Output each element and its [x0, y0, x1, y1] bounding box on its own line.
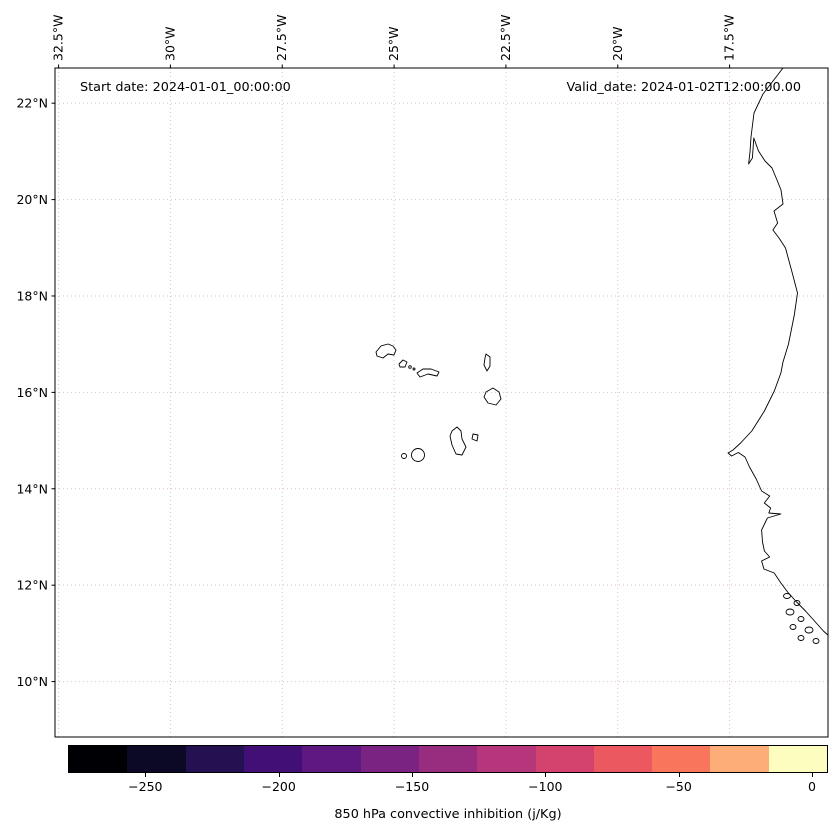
island	[797, 616, 805, 622]
island	[789, 624, 797, 630]
island-maio	[471, 433, 479, 442]
lat-tick-label: 14°N	[16, 481, 48, 496]
cape-verde-islands	[375, 343, 502, 462]
island-santa-luzia	[408, 365, 412, 369]
colorbar-segment	[593, 746, 653, 772]
colorbar-segment	[535, 746, 594, 772]
island	[783, 593, 791, 599]
colorbar	[68, 745, 828, 773]
colorbar-segment	[185, 746, 244, 772]
lon-tick-label: 17.5°W	[722, 15, 737, 61]
island	[804, 626, 814, 634]
bijagos-islands	[783, 593, 820, 644]
island-sal	[483, 353, 491, 372]
coastlines	[375, 68, 828, 644]
lon-tick-label: 32.5°W	[51, 15, 66, 61]
lat-tick-label: 16°N	[16, 385, 48, 400]
colorbar-segment	[652, 746, 711, 772]
lon-tick-label: 25°W	[386, 26, 401, 61]
island	[797, 635, 805, 641]
gridlines	[55, 68, 828, 737]
west-africa-coastline	[727, 68, 828, 636]
colorbar-segment	[477, 746, 536, 772]
colorbar-segment	[360, 746, 419, 772]
lon-tick-label: 27.5°W	[274, 15, 289, 61]
lat-tick-label: 12°N	[16, 578, 48, 593]
lat-tick-label: 22°N	[16, 96, 48, 111]
colorbar-segment	[69, 746, 128, 772]
valid-date-label: Valid_date: 2024-01-02T12:00:00.00	[566, 80, 801, 95]
colorbar-segment	[418, 746, 478, 772]
colorbar-label: 850 hPa convective inhibition (j/Kg)	[334, 807, 562, 822]
island-fogo	[411, 448, 425, 462]
colorbar-segment	[243, 746, 303, 772]
island	[793, 600, 801, 606]
colorbar-segment	[302, 746, 361, 772]
start-date-label: Start date: 2024-01-01_00:00:00	[80, 80, 291, 95]
island	[785, 608, 795, 616]
island-sao-nicolau	[416, 368, 440, 378]
island-santo-antao	[375, 343, 397, 359]
lon-tick-label: 20°W	[610, 26, 625, 61]
island-brava	[401, 453, 407, 459]
colorbar-segment	[768, 746, 828, 772]
lon-tick-label: 30°W	[162, 26, 177, 61]
island-boa-vista	[483, 387, 502, 406]
island-santiago	[449, 426, 467, 456]
lon-tick-label: 22.5°W	[498, 15, 513, 61]
lat-tick-label: 20°N	[16, 192, 48, 207]
islet	[412, 367, 416, 371]
plot-border	[54, 67, 829, 738]
island	[812, 638, 820, 644]
axes-ticks-and-labels: 32.5°W 30°W 27.5°W 25°W 22.5°W 20°W 17.5°W 22°N…	[16, 15, 736, 690]
lat-tick-label: 18°N	[16, 288, 48, 303]
island-sao-vicente	[398, 359, 408, 368]
colorbar-segment	[710, 746, 769, 772]
colorbar-segment	[127, 746, 186, 772]
lat-tick-label: 10°N	[16, 674, 48, 689]
